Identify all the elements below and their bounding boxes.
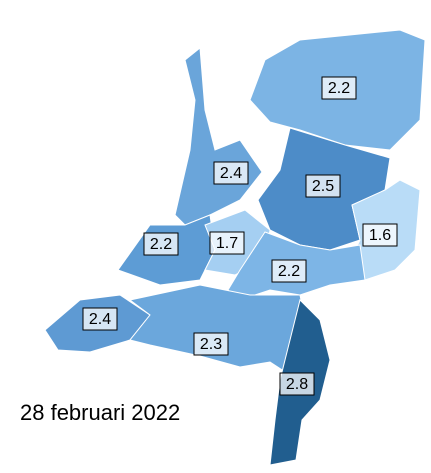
- label-box: [82, 307, 118, 331]
- region-value: 2.5: [312, 178, 334, 195]
- label-box: [193, 332, 229, 356]
- region-value: 2.2: [328, 80, 350, 97]
- region-value: 2.8: [286, 376, 308, 393]
- region-value: 2.3: [200, 336, 222, 353]
- label-box: [279, 372, 315, 396]
- label-box: [271, 259, 307, 283]
- label-box: [305, 174, 341, 198]
- region: [174, 47, 263, 226]
- region: [128, 284, 306, 376]
- label-box: [321, 76, 357, 100]
- label-box: [362, 223, 398, 247]
- region-value: 2.2: [150, 236, 172, 253]
- region-value: 1.7: [216, 235, 238, 252]
- label-box: [209, 231, 245, 255]
- labels: 2.2 2.4 2.5 1.6 2.2 1.7 2.2 2.4 2.3 2.8: [82, 76, 398, 396]
- region-value: 2.4: [220, 165, 242, 182]
- region-value: 1.6: [369, 227, 391, 244]
- region-value: 2.4: [89, 311, 111, 328]
- label-box: [143, 232, 179, 256]
- regions: [44, 29, 426, 466]
- date: 28 februari 2022: [20, 400, 180, 425]
- label-box: [213, 161, 249, 185]
- region-value: 2.2: [278, 263, 300, 280]
